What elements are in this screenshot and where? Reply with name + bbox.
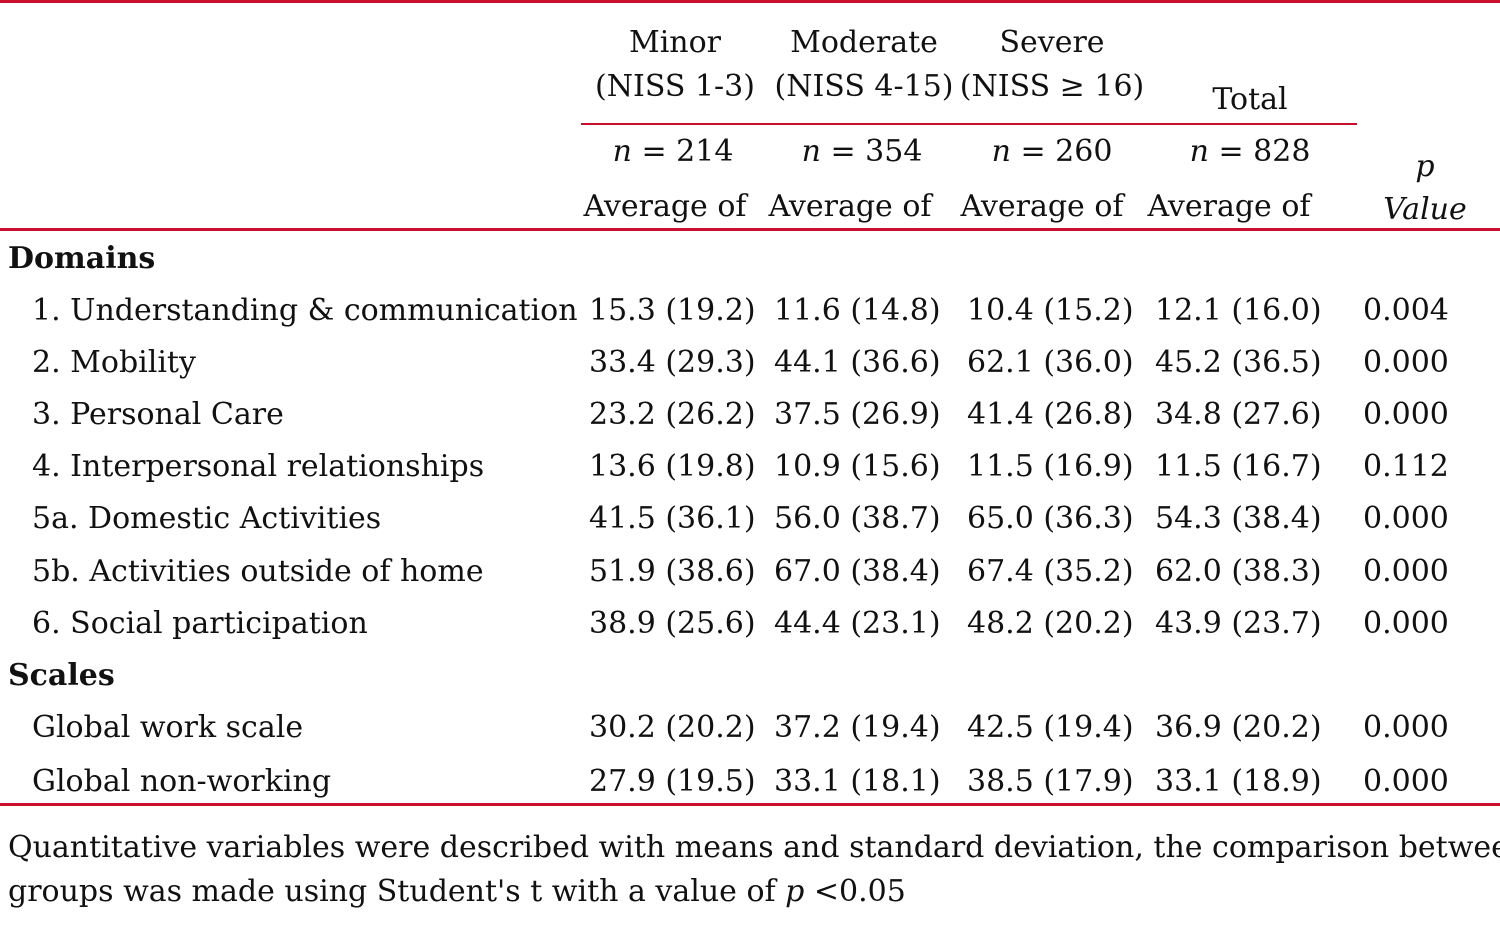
group-severe-n: n = 260 bbox=[991, 134, 1113, 169]
cell-minor: 15.3 (19.2) bbox=[589, 293, 756, 328]
section-title-domains: Domains bbox=[8, 241, 156, 276]
total-n: n = 828 bbox=[1189, 134, 1311, 169]
cell-total: 11.5 (16.7) bbox=[1155, 449, 1322, 484]
section-title-scales: Scales bbox=[8, 658, 115, 693]
group-minor-n: n = 214 bbox=[612, 134, 734, 169]
cell-severe: 10.4 (15.2) bbox=[967, 293, 1134, 328]
cell-minor: 33.4 (29.3) bbox=[589, 345, 756, 380]
cell-severe: 67.4 (35.2) bbox=[967, 554, 1134, 589]
cell-severe: 11.5 (16.9) bbox=[967, 449, 1134, 484]
pvalue-label-value: Value bbox=[1383, 192, 1467, 227]
row-label: Global non-working bbox=[32, 764, 332, 799]
group-moderate-range: (NISS 4-15) bbox=[774, 69, 954, 104]
cell-minor: 13.6 (19.8) bbox=[589, 449, 756, 484]
cell-severe: 41.4 (26.8) bbox=[967, 397, 1134, 432]
cell-total: 45.2 (36.5) bbox=[1155, 345, 1322, 380]
group-minor-range: (NISS 1-3) bbox=[595, 69, 755, 104]
cell-pvalue: 0.000 bbox=[1363, 554, 1449, 589]
cell-minor: 23.2 (26.2) bbox=[589, 397, 756, 432]
cell-moderate: 33.1 (18.1) bbox=[774, 764, 941, 799]
cell-minor: 30.2 (20.2) bbox=[589, 710, 756, 745]
cell-total: 33.1 (18.9) bbox=[1155, 764, 1322, 799]
pvalue-label-p: p bbox=[1415, 149, 1435, 184]
cell-severe: 62.1 (36.0) bbox=[967, 345, 1134, 380]
row-label: 1. Understanding & communication bbox=[32, 293, 578, 328]
cell-moderate: 37.5 (26.9) bbox=[774, 397, 941, 432]
row-label: 6. Social participation bbox=[32, 606, 368, 641]
row-label: 3. Personal Care bbox=[32, 397, 284, 432]
cell-total: 36.9 (20.2) bbox=[1155, 710, 1322, 745]
group-severe-range: (NISS ≥ 16) bbox=[959, 69, 1145, 104]
cell-moderate: 56.0 (38.7) bbox=[774, 501, 941, 536]
row-label: 5a. Domestic Activities bbox=[32, 501, 382, 536]
group-severe-avg: Average of bbox=[960, 189, 1124, 224]
footnote-line-1: Quantitative variables were described wi… bbox=[8, 830, 1500, 865]
row-label: Global work scale bbox=[32, 710, 304, 745]
cell-moderate: 11.6 (14.8) bbox=[774, 293, 941, 328]
top-rule bbox=[0, 0, 1500, 3]
cell-total: 12.1 (16.0) bbox=[1155, 293, 1322, 328]
cell-total: 34.8 (27.6) bbox=[1155, 397, 1322, 432]
cell-pvalue: 0.000 bbox=[1363, 397, 1449, 432]
group-header-rule bbox=[581, 123, 1357, 125]
cell-moderate: 37.2 (19.4) bbox=[774, 710, 941, 745]
table-bottom-rule bbox=[0, 803, 1500, 806]
cell-pvalue: 0.112 bbox=[1363, 449, 1449, 484]
group-minor-name: Minor bbox=[628, 25, 722, 60]
cell-pvalue: 0.000 bbox=[1363, 606, 1449, 641]
group-moderate-avg: Average of bbox=[768, 189, 932, 224]
cell-moderate: 44.4 (23.1) bbox=[774, 606, 941, 641]
cell-severe: 42.5 (19.4) bbox=[967, 710, 1134, 745]
cell-total: 43.9 (23.7) bbox=[1155, 606, 1322, 641]
group-severe-name: Severe bbox=[999, 25, 1105, 60]
group-moderate-n: n = 354 bbox=[801, 134, 923, 169]
cell-pvalue: 0.000 bbox=[1363, 764, 1449, 799]
total-label: Total bbox=[1212, 82, 1288, 117]
cell-pvalue: 0.000 bbox=[1363, 501, 1449, 536]
cell-total: 54.3 (38.4) bbox=[1155, 501, 1322, 536]
cell-minor: 27.9 (19.5) bbox=[589, 764, 756, 799]
total-avg: Average of bbox=[1147, 189, 1311, 224]
group-moderate-name: Moderate bbox=[790, 25, 938, 60]
cell-minor: 51.9 (38.6) bbox=[589, 554, 756, 589]
cell-severe: 48.2 (20.2) bbox=[967, 606, 1134, 641]
footnote-line-2: groups was made using Student's t with a… bbox=[8, 874, 906, 909]
cell-moderate: 44.1 (36.6) bbox=[774, 345, 941, 380]
cell-pvalue: 0.000 bbox=[1363, 710, 1449, 745]
row-label: 4. Interpersonal relationships bbox=[32, 449, 485, 484]
group-minor-avg: Average of bbox=[583, 189, 747, 224]
row-label: 5b. Activities outside of home bbox=[32, 554, 484, 589]
cell-pvalue: 0.004 bbox=[1363, 293, 1449, 328]
cell-pvalue: 0.000 bbox=[1363, 345, 1449, 380]
cell-severe: 38.5 (17.9) bbox=[967, 764, 1134, 799]
cell-minor: 38.9 (25.6) bbox=[589, 606, 756, 641]
cell-minor: 41.5 (36.1) bbox=[589, 501, 756, 536]
cell-severe: 65.0 (36.3) bbox=[967, 501, 1134, 536]
cell-moderate: 67.0 (38.4) bbox=[774, 554, 941, 589]
row-label: 2. Mobility bbox=[32, 345, 196, 380]
cell-moderate: 10.9 (15.6) bbox=[774, 449, 941, 484]
header-bottom-rule bbox=[0, 228, 1500, 231]
cell-total: 62.0 (38.3) bbox=[1155, 554, 1322, 589]
